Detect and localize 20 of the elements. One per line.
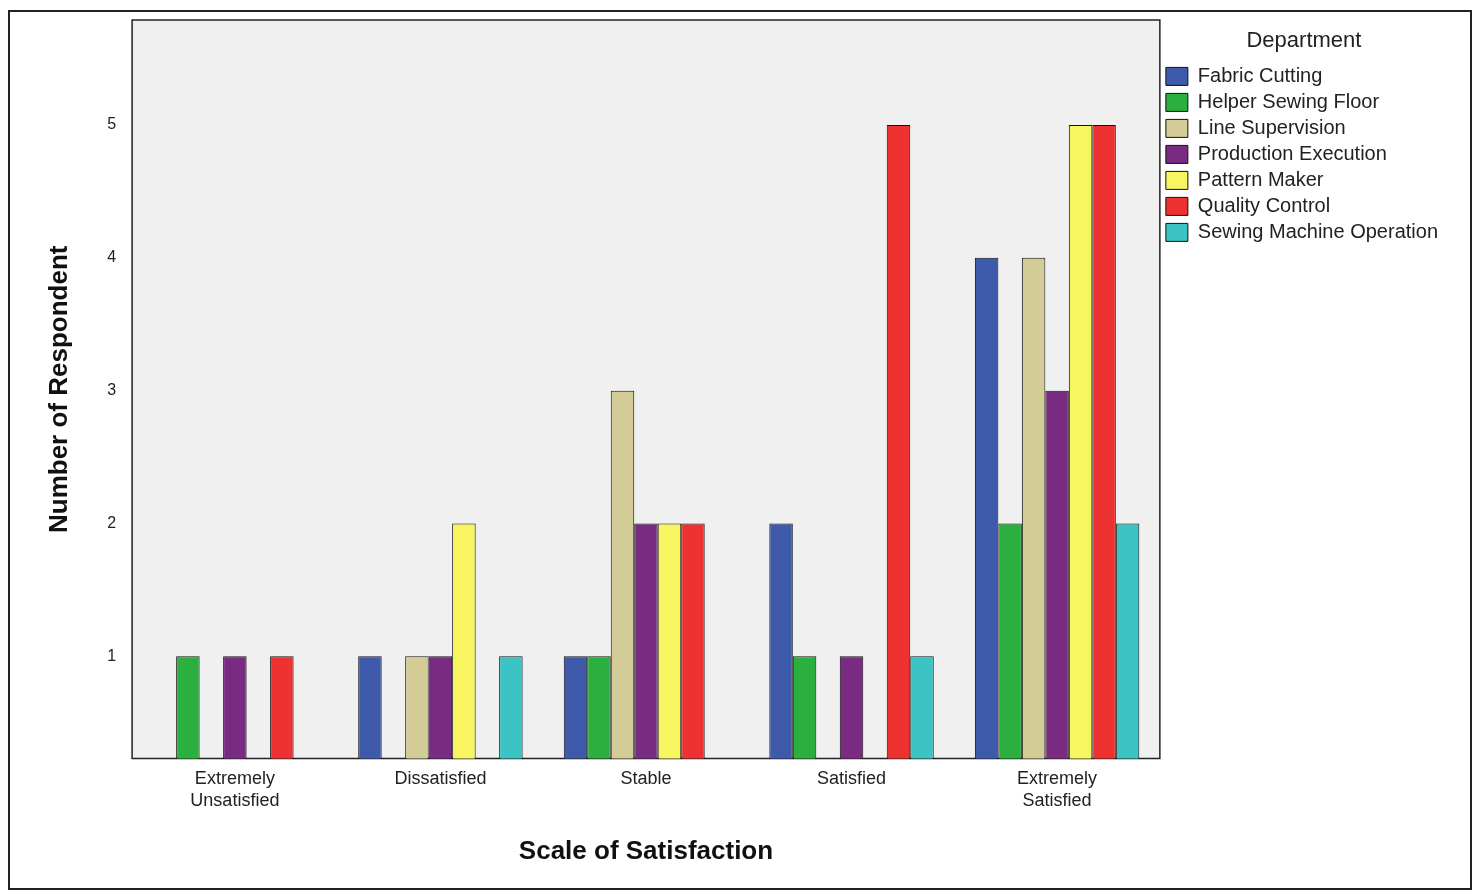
y-tick-label: 3 (107, 381, 117, 399)
x-axis-title: Scale of Satisfaction (518, 834, 774, 865)
legend-title: Department (1246, 27, 1362, 53)
legend-label: Pattern Maker (1197, 167, 1324, 190)
x-tick-label: Extremely Unsatisfied (190, 768, 280, 810)
y-tick-label: 4 (107, 248, 117, 266)
legend-label: Helper Sewing Floor (1197, 89, 1380, 112)
legend-label: Quality Control (1197, 193, 1331, 216)
y-tick-label: 1 (107, 646, 117, 664)
x-tick-label: Extremely Satisfied (1017, 768, 1098, 810)
y-tick-label: 5 (107, 115, 117, 133)
x-tick-label: Stable (620, 768, 672, 789)
legend-label: Production Execution (1197, 141, 1387, 164)
legend-label: Sewing Machine Operation (1197, 219, 1438, 242)
x-tick-label: Satisfied (817, 768, 887, 789)
y-tick-label: 2 (107, 513, 117, 531)
y-axis-title: Number of Respondent (42, 245, 73, 534)
legend-label: Fabric Cutting (1197, 63, 1323, 86)
legend-label: Line Supervision (1197, 115, 1346, 138)
x-tick-label: Dissatisfied (394, 768, 487, 789)
